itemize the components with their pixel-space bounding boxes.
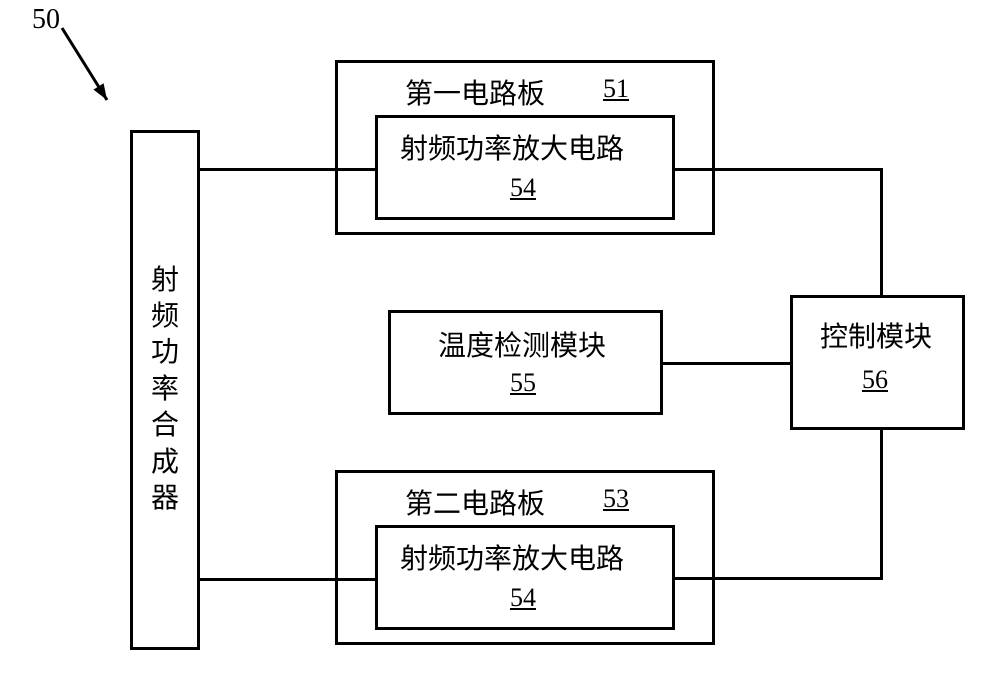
board1-amp-ref: 54 (510, 173, 536, 203)
board1-title: 第一电路板 (405, 72, 545, 112)
board1-amp-title: 射频功率放大电路 (400, 127, 624, 167)
line-synth-b1 (200, 168, 375, 171)
board2-title: 第二电路板 (405, 482, 545, 522)
board2-amp-title: 射频功率放大电路 (400, 537, 624, 577)
rf-synth-box: 射频功率合成器 (130, 130, 200, 650)
temp-ref: 55 (510, 368, 536, 398)
rf-synth-label: 射频功率合成器 (133, 133, 197, 647)
line-b1-ctrl-h (675, 168, 880, 171)
line-temp-ctrl (663, 362, 790, 365)
line-synth-b2 (200, 578, 375, 581)
line-b2-ctrl-h (675, 577, 883, 580)
temp-title: 温度检测模块 (438, 324, 606, 364)
board1-ref: 51 (603, 74, 629, 104)
control-title: 控制模块 (820, 315, 932, 355)
board2-amp-ref: 54 (510, 583, 536, 613)
line-b1-ctrl-v (880, 168, 883, 295)
line-b2-ctrl-v (880, 430, 883, 577)
board2-ref: 53 (603, 484, 629, 514)
diagram-canvas: { "figure": { "reference_label": "50", "… (0, 0, 1000, 692)
control-ref: 56 (862, 365, 888, 395)
